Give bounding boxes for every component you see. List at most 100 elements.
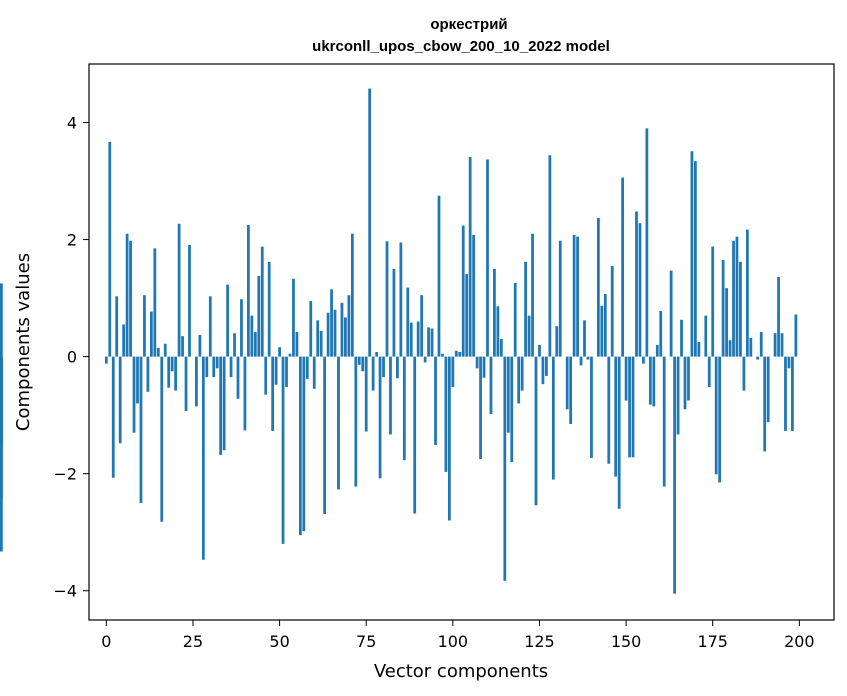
bar-109	[482, 356, 486, 378]
bar-120	[520, 356, 524, 391]
bar-169	[690, 151, 694, 357]
bar-39	[240, 299, 243, 357]
bar-193	[773, 333, 777, 357]
x-tick-label-50: 50	[269, 632, 289, 651]
bar-156	[645, 128, 649, 357]
bar-23	[184, 356, 188, 412]
bar-17	[163, 343, 167, 357]
bar-76	[368, 88, 372, 357]
bar-16	[160, 356, 164, 522]
plot-area-frame	[88, 63, 835, 621]
bar-108	[479, 356, 482, 460]
bar-138	[583, 320, 586, 357]
bar-31	[212, 356, 216, 378]
y-tick-label--2: −2	[53, 465, 77, 484]
bar-102	[458, 351, 462, 357]
x-axis-label: Vector components	[374, 661, 548, 682]
bar-158	[652, 356, 656, 407]
y-tick-label-4: 4	[67, 114, 77, 133]
x-tick-label-175: 175	[697, 632, 728, 651]
bar-121	[524, 261, 527, 357]
bar-146	[610, 265, 614, 357]
bar-12	[146, 356, 150, 392]
bar-144	[603, 294, 607, 357]
bar-171	[697, 342, 701, 357]
bar-139	[586, 356, 590, 360]
bar-56	[298, 356, 302, 536]
bar-93	[427, 327, 430, 357]
bar-149	[621, 177, 625, 357]
bar-101	[454, 350, 458, 357]
bar-143	[600, 305, 604, 357]
bar-78	[375, 351, 378, 357]
bar-157	[648, 356, 652, 405]
bar-100	[451, 356, 455, 388]
bar-126	[541, 356, 545, 385]
bar-123	[531, 233, 534, 357]
bar-60	[312, 356, 316, 389]
bar-199	[794, 314, 798, 357]
bar-11	[143, 295, 146, 357]
x-tick-label-75: 75	[356, 632, 376, 651]
bar-undefined	[0, 356, 3, 446]
bar-151	[628, 356, 631, 458]
bar-107	[475, 356, 479, 369]
bar-154	[638, 223, 642, 357]
bar-36	[229, 356, 233, 378]
bar-27	[198, 334, 202, 357]
bar-133	[565, 356, 569, 410]
x-tick-label-200: 200	[784, 632, 815, 651]
bar-1	[108, 141, 112, 357]
bar-113	[496, 306, 500, 357]
bar-72	[354, 356, 358, 487]
bar-63	[323, 356, 327, 515]
bar-77	[371, 356, 375, 391]
bar-196	[784, 356, 787, 431]
bar-94	[430, 328, 434, 357]
bar-177	[718, 356, 722, 483]
bar-84	[396, 356, 399, 379]
bar-98	[444, 356, 448, 472]
bar-2	[111, 356, 115, 478]
bar-119	[517, 356, 521, 404]
bar-0	[104, 356, 108, 364]
bar-128	[548, 155, 552, 357]
bar-43	[253, 332, 257, 357]
bar-86	[402, 356, 406, 461]
bar-undefined	[0, 283, 3, 357]
bar-87	[406, 287, 410, 357]
bar-185	[745, 229, 749, 357]
bar-150	[624, 356, 628, 401]
bar-40	[243, 356, 247, 431]
bar-33	[219, 356, 223, 455]
bar-184	[742, 356, 746, 391]
bar-182	[735, 236, 739, 357]
bar-74	[361, 356, 365, 372]
bar-41	[247, 224, 250, 357]
x-tick-label-0: 0	[101, 632, 111, 651]
bar-61	[316, 320, 320, 357]
bar-137	[579, 356, 583, 366]
bar-3	[115, 296, 119, 357]
bar-103	[461, 225, 465, 357]
bar-110	[486, 159, 489, 357]
bar-18	[167, 356, 171, 388]
bar-37	[233, 333, 236, 357]
y-axis-label: Components values	[13, 253, 34, 431]
bar-83	[392, 268, 396, 357]
bar-80	[382, 356, 385, 378]
bar-147	[614, 356, 618, 477]
bar-145	[607, 356, 611, 464]
bar-105	[468, 157, 472, 357]
bar-29	[205, 356, 209, 378]
bar-48	[271, 356, 275, 431]
bar-67	[337, 356, 340, 490]
bar-82	[389, 356, 392, 435]
bar-14	[153, 248, 157, 357]
bar-114	[499, 339, 503, 357]
bar-47	[267, 261, 271, 357]
bar-28	[201, 356, 205, 560]
bar-115	[503, 356, 507, 581]
bar-152	[631, 356, 635, 458]
bar-68	[340, 302, 344, 357]
